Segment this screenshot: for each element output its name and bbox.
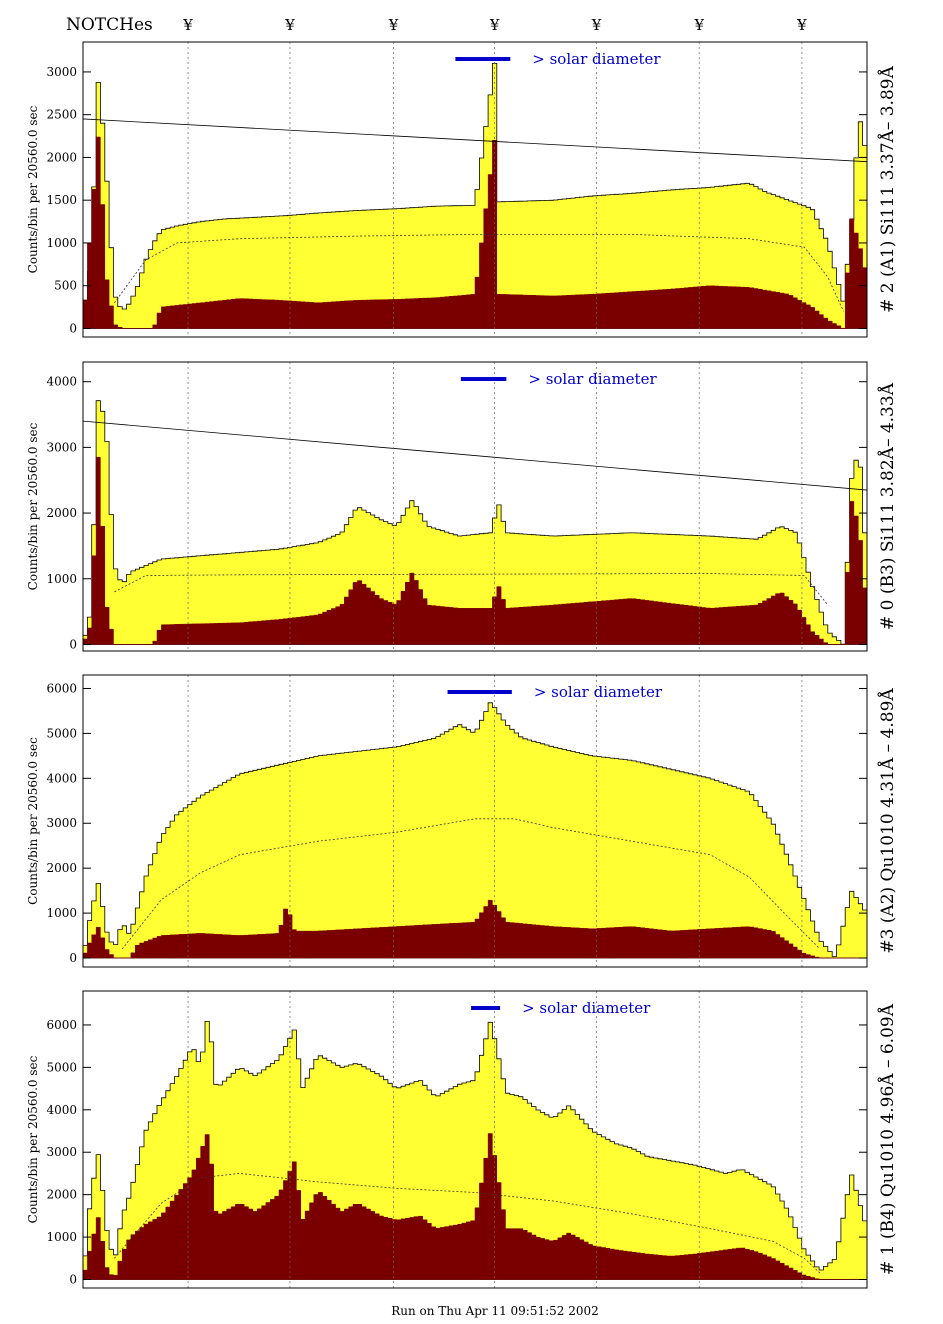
model-curve xyxy=(114,573,829,606)
notch-marker: ¥ xyxy=(693,16,704,34)
total-counts-histogram xyxy=(83,400,867,645)
run-footer: Run on Thu Apr 11 09:51:52 2002 xyxy=(391,1304,599,1318)
chart-panel-4: 0 1000 2000 3000 4000 5000 6000 Counts/bin per … xyxy=(26,990,898,1289)
y-tick-label: 6000 xyxy=(46,1018,77,1032)
y-tick-label: 3000 xyxy=(46,1145,77,1159)
y-tick-label: 0 xyxy=(69,951,77,965)
panel-label: # 0 (B3) Si111 3.82Å– 4.33Å xyxy=(877,382,898,630)
notch-marker: ¥ xyxy=(591,16,602,34)
y-tick-label: 4000 xyxy=(46,1103,77,1117)
reference-line xyxy=(83,118,867,163)
total-counts-histogram xyxy=(83,63,867,329)
y-tick-label: 1000 xyxy=(46,1230,77,1244)
source-counts-histogram xyxy=(83,899,867,959)
y-axis-label: Counts/bin per 20560.0 sec xyxy=(26,1055,40,1223)
chart-panel-3: 0 1000 2000 3000 4000 5000 6000 Counts/bin per … xyxy=(26,674,898,968)
chart-panel-2: 0 1000 2000 3000 4000 Counts/bin per 20560.0 … xyxy=(26,361,898,652)
y-tick-label: 500 xyxy=(54,279,77,293)
solar-diameter-label: > solar diameter xyxy=(534,683,663,701)
notch-marker: ¥ xyxy=(388,16,399,34)
y-tick-label: 4000 xyxy=(46,375,77,389)
plot-frame xyxy=(82,990,868,1289)
y-axis-label: Counts/bin per 20560.0 sec xyxy=(26,105,40,273)
y-tick-label: 2000 xyxy=(46,861,77,875)
y-tick-label: 0 xyxy=(69,321,77,335)
y-axis-label: Counts/bin per 20560.0 sec xyxy=(26,737,40,905)
notch-markers: ¥ ¥ ¥ ¥ ¥ ¥ ¥ xyxy=(182,16,807,34)
y-tick-label: 2000 xyxy=(46,1188,77,1202)
y-tick-label: 1000 xyxy=(46,236,77,250)
y-tick-label: 2000 xyxy=(46,150,77,164)
y-tick-label: 2500 xyxy=(46,108,77,122)
y-axis-label: Counts/bin per 20560.0 sec xyxy=(26,422,40,590)
y-tick-label: 4000 xyxy=(46,771,77,785)
reference-line xyxy=(83,420,867,491)
chart-panel-1: 0 500 1000 1500 2000 2500 3000 Counts/bin per 2… xyxy=(26,41,898,338)
plot-frame xyxy=(82,674,868,968)
notch-marker: ¥ xyxy=(182,16,193,34)
y-tick-label: 1500 xyxy=(46,193,77,207)
y-tick-label: 3000 xyxy=(46,65,77,79)
notch-marker: ¥ xyxy=(489,16,500,34)
panels: 0 500 1000 1500 2000 2500 3000 Counts/bin per 2… xyxy=(26,41,898,1289)
model-curve xyxy=(121,818,821,950)
model-curve xyxy=(114,234,844,312)
notch-marker: ¥ xyxy=(796,16,807,34)
source-counts-histogram xyxy=(83,456,867,645)
solar-diameter-label: > solar diameter xyxy=(532,50,661,68)
solar-diameter-label: > solar diameter xyxy=(522,999,651,1017)
y-tick-label: 6000 xyxy=(46,681,77,695)
y-tick-label: 1000 xyxy=(46,572,77,586)
panel-label: #3 (A2) Qu1010 4.31Å – 4.89Å xyxy=(877,688,898,954)
model-curve xyxy=(114,1172,821,1274)
solar-diameter-label: > solar diameter xyxy=(528,370,657,388)
notch-marker: ¥ xyxy=(284,16,295,34)
source-counts-histogram xyxy=(83,136,867,329)
y-tick-label: 5000 xyxy=(46,726,77,740)
plot-frame xyxy=(82,41,868,338)
panel-label: # 2 (A1) Si111 3.37Å– 3.89Å xyxy=(877,65,898,312)
source-counts-histogram xyxy=(83,1133,867,1280)
y-tick-label: 0 xyxy=(69,1273,77,1287)
notches-label: NOTCHes xyxy=(66,15,153,35)
y-tick-label: 1000 xyxy=(46,906,77,920)
plot-frame xyxy=(82,361,868,652)
y-tick-label: 3000 xyxy=(46,440,77,454)
panel-label: # 1 (B4) Qu1010 4.96Å – 6.09Å xyxy=(877,1003,898,1275)
total-counts-histogram xyxy=(83,702,867,959)
y-tick-label: 3000 xyxy=(46,816,77,830)
y-tick-label: 2000 xyxy=(46,506,77,520)
y-tick-label: 0 xyxy=(69,637,77,651)
y-tick-label: 5000 xyxy=(46,1060,77,1074)
